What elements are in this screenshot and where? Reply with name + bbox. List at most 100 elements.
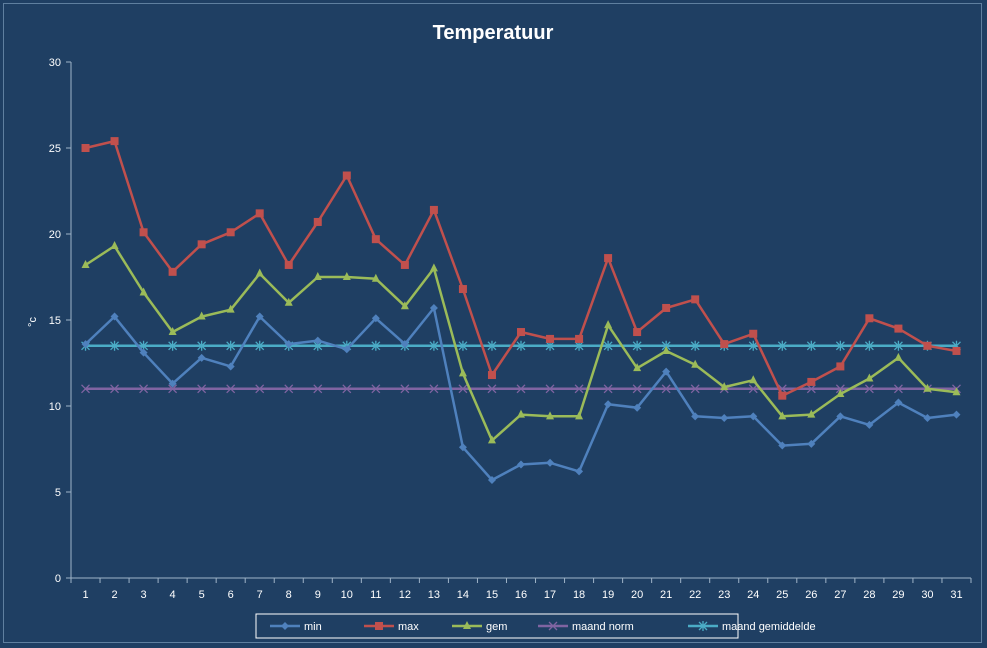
data-point-gem xyxy=(197,311,206,320)
x-tick-label: 18 xyxy=(573,589,585,601)
data-point-gem xyxy=(575,411,584,420)
x-tick-label: 29 xyxy=(892,589,904,601)
data-point-maand-norm xyxy=(661,384,671,394)
x-tick-label: 14 xyxy=(457,589,469,601)
data-point-max xyxy=(894,324,903,333)
x-tick-label: 19 xyxy=(602,589,614,601)
x-tick-label: 5 xyxy=(199,589,205,601)
data-point-max xyxy=(836,362,845,371)
x-tick-label: 26 xyxy=(805,589,817,601)
x-axis-ticks: 1 2 3 4 5 6 7 8 9 10 11 12 13 14 15 16 17 18 19 20 21 22 23 24 2… xyxy=(70,578,972,601)
data-point-maand-gemiddelde xyxy=(197,340,207,351)
data-point-maand-gemiddelde xyxy=(864,340,874,351)
axes xyxy=(70,62,971,579)
legend-marker-maand-gemiddelde xyxy=(698,621,708,631)
data-point-max xyxy=(168,267,177,276)
data-point-gem xyxy=(691,359,700,368)
data-point-maand-norm xyxy=(226,384,236,394)
series-maand-norm xyxy=(81,384,961,394)
data-point-maand-gemiddelde xyxy=(371,340,381,351)
data-point-maand-norm xyxy=(864,384,874,394)
data-point-min xyxy=(226,362,235,371)
y-tick-label: 25 xyxy=(49,143,61,155)
data-point-min xyxy=(546,458,555,467)
legend-marker-min xyxy=(281,622,289,630)
data-point-max xyxy=(546,334,555,343)
data-point-maand-gemiddelde xyxy=(806,340,816,351)
data-point-min xyxy=(778,441,787,450)
data-point-maand-norm xyxy=(545,384,555,394)
data-point-maand-norm xyxy=(603,384,613,394)
data-point-gem xyxy=(778,411,787,420)
data-point-max xyxy=(197,240,206,249)
x-tick-label: 31 xyxy=(950,589,962,601)
data-point-maand-norm xyxy=(139,384,149,394)
series-max xyxy=(81,137,961,400)
data-point-gem xyxy=(720,382,729,391)
data-point-gem xyxy=(255,268,264,277)
data-point-maand-norm xyxy=(516,384,526,394)
data-point-min xyxy=(749,412,758,421)
data-point-max xyxy=(429,205,438,214)
chart-title: Temperatuur xyxy=(433,22,554,44)
data-point-maand-gemiddelde xyxy=(429,340,439,351)
data-point-maand-gemiddelde xyxy=(632,340,642,351)
data-point-gem xyxy=(836,388,845,397)
x-tick-label: 13 xyxy=(428,589,440,601)
data-point-min xyxy=(400,340,409,349)
x-tick-label: 25 xyxy=(776,589,788,601)
data-point-min xyxy=(604,400,613,409)
data-point-maand-norm xyxy=(690,384,700,394)
data-point-gem xyxy=(458,368,467,377)
y-tick-label: 15 xyxy=(49,315,61,327)
data-point-max xyxy=(662,303,671,312)
x-tick-label: 4 xyxy=(170,589,176,601)
series-maand-gemiddelde xyxy=(81,340,961,351)
x-tick-label: 11 xyxy=(370,589,381,601)
data-point-maand-norm xyxy=(574,384,584,394)
data-point-maand-norm xyxy=(371,384,381,394)
data-point-maand-gemiddelde xyxy=(255,340,265,351)
data-point-max xyxy=(255,209,264,218)
chart-frame: Temperatuur °c 0 5 10 15 20 25 30 1 2 3 4 5 6 7 8 9 10 1… xyxy=(3,3,982,643)
data-point-min xyxy=(633,403,642,412)
data-point-gem xyxy=(517,409,525,418)
data-point-max xyxy=(575,334,584,343)
data-point-max xyxy=(342,171,351,180)
data-point-maand-gemiddelde xyxy=(516,340,526,351)
data-point-max xyxy=(865,314,874,323)
data-point-maand-norm xyxy=(168,384,178,394)
data-point-min xyxy=(313,336,322,345)
data-point-max xyxy=(139,228,148,237)
legend-label-max: max xyxy=(398,621,419,633)
legend-box xyxy=(255,613,739,639)
data-point-max xyxy=(110,137,119,146)
data-point-gem xyxy=(81,259,90,268)
x-tick-label: 9 xyxy=(315,589,321,601)
data-point-max xyxy=(691,295,700,304)
data-point-min xyxy=(720,414,729,423)
x-tick-label: 27 xyxy=(834,589,846,601)
data-point-gem xyxy=(400,301,409,310)
y-tick-label: 20 xyxy=(49,229,61,241)
x-tick-label: 17 xyxy=(544,589,556,601)
data-point-min xyxy=(807,439,816,448)
data-point-min xyxy=(952,410,961,419)
data-point-maand-norm xyxy=(81,384,90,394)
x-tick-label: 6 xyxy=(228,589,234,601)
x-tick-label: 8 xyxy=(286,589,292,601)
y-axis-ticks: 0 5 10 15 20 25 30 xyxy=(49,57,71,585)
data-point-maand-norm xyxy=(429,384,439,394)
x-tick-label: 7 xyxy=(257,589,263,601)
y-axis-label: °c xyxy=(27,317,39,327)
data-point-maand-gemiddelde xyxy=(458,340,468,351)
data-point-maand-gemiddelde xyxy=(110,340,120,351)
x-tick-label: 2 xyxy=(111,589,117,601)
data-point-min xyxy=(110,312,119,321)
data-point-max xyxy=(720,340,729,349)
x-tick-label: 16 xyxy=(515,589,527,601)
x-tick-label: 20 xyxy=(631,589,643,601)
data-point-maand-norm xyxy=(748,384,758,394)
data-point-max xyxy=(633,328,642,337)
